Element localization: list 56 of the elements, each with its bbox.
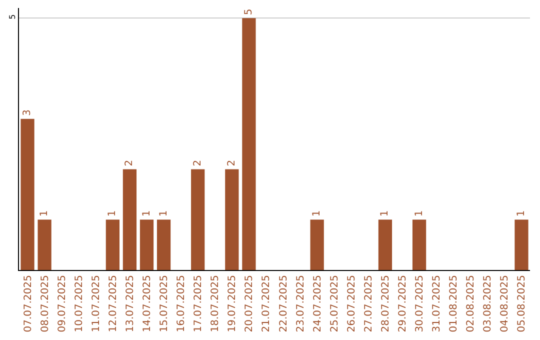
- data-label: 2: [192, 160, 204, 166]
- data-label: 1: [380, 210, 391, 217]
- x-tick-label: 25.07.2025: [329, 275, 340, 332]
- x-tick-label: 11.07.2025: [90, 275, 102, 332]
- x-tick-label: 10.07.2025: [74, 275, 85, 332]
- x-tick-label: 18.07.2025: [210, 275, 222, 332]
- x-tick-label: 07.07.2025: [22, 275, 34, 332]
- bar: [310, 220, 324, 270]
- x-tick-label: 02.08.2025: [466, 275, 477, 332]
- data-label: 3: [22, 109, 34, 116]
- x-tick-label: 09.07.2025: [56, 275, 68, 332]
- x-tick-label: 27.07.2025: [363, 275, 374, 332]
- bar: [514, 220, 528, 270]
- x-tick-label: 26.07.2025: [346, 275, 358, 332]
- bar: [156, 220, 171, 270]
- data-label: 2: [124, 160, 136, 166]
- x-tick-label: 20.07.2025: [244, 275, 256, 332]
- x-tick-label: 13.07.2025: [124, 275, 136, 332]
- bar: [225, 169, 239, 270]
- x-tick-label: 12.07.2025: [108, 275, 119, 332]
- bar: [242, 18, 256, 270]
- x-tick-label: 16.07.2025: [176, 275, 188, 332]
- data-label: 1: [158, 210, 170, 217]
- bar: [191, 169, 205, 270]
- x-tick-label: 31.07.2025: [432, 275, 443, 332]
- data-label: 1: [141, 210, 152, 217]
- x-tick-label: 17.07.2025: [193, 275, 204, 332]
- x-tick-label: 08.07.2025: [40, 275, 51, 332]
- bar: [122, 169, 137, 270]
- x-tick-label: 14.07.2025: [142, 275, 153, 332]
- x-tick-label: 28.07.2025: [380, 275, 392, 332]
- x-tick-label: 01.08.2025: [448, 275, 460, 332]
- x-tick-label: 19.07.2025: [227, 275, 238, 332]
- x-tick-label: 29.07.2025: [398, 275, 408, 332]
- bar: [38, 220, 52, 270]
- x-tick-label: 30.07.2025: [414, 275, 426, 332]
- x-tick-label: 23.07.2025: [295, 275, 306, 332]
- data-label: 1: [414, 210, 425, 217]
- x-tick-label: 24.07.2025: [312, 275, 324, 332]
- bar: [106, 220, 120, 270]
- data-label: 5: [243, 8, 254, 16]
- bar: [378, 220, 392, 270]
- x-tick-label: 05.08.2025: [516, 275, 528, 332]
- data-label: 1: [107, 210, 118, 217]
- x-tick-label: 22.07.2025: [278, 275, 290, 332]
- data-label: 1: [516, 210, 527, 217]
- data-label: 2: [226, 160, 238, 166]
- bar: [412, 220, 426, 270]
- x-tick-label: 15.07.2025: [159, 275, 170, 332]
- bar: [140, 220, 154, 270]
- x-tick-label: 21.07.2025: [261, 275, 272, 332]
- x-tick-label: 04.08.2025: [500, 275, 511, 332]
- data-label: 1: [312, 210, 323, 217]
- x-tick-label: 03.08.2025: [482, 275, 494, 332]
- bar: [20, 118, 34, 270]
- data-label: 1: [39, 210, 50, 217]
